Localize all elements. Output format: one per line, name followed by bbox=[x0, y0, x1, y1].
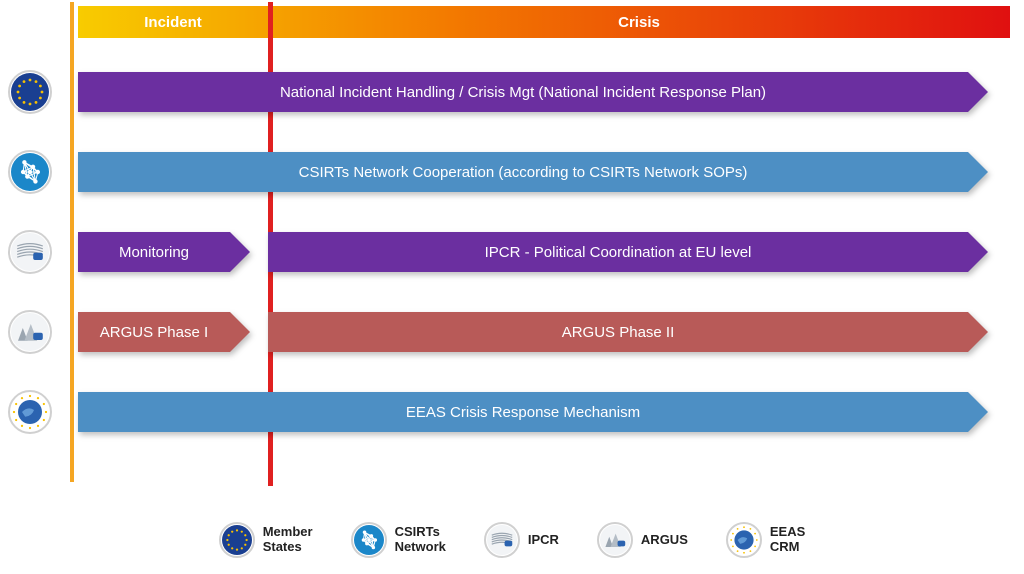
arrow-label: IPCR - Political Coordination at EU leve… bbox=[268, 232, 968, 272]
header-gradient-bar: Incident Crisis bbox=[78, 6, 1010, 38]
arrow-head-icon bbox=[230, 232, 250, 272]
argus-icon bbox=[597, 522, 633, 558]
arrow-label: ARGUS Phase II bbox=[268, 312, 968, 352]
arrow-2-1: IPCR - Political Coordination at EU leve… bbox=[268, 232, 988, 272]
arrow-1-0: CSIRTs Network Cooperation (according to… bbox=[78, 152, 988, 192]
argus-icon bbox=[8, 310, 52, 354]
rows-container: National Incident Handling / Crisis Mgt … bbox=[8, 70, 1010, 434]
ipcr-icon bbox=[484, 522, 520, 558]
arrow-head-icon bbox=[968, 392, 988, 432]
arrow-0-0: National Incident Handling / Crisis Mgt … bbox=[78, 72, 988, 112]
eu-flag-icon bbox=[8, 70, 52, 114]
legend: MemberStates CSIRTsNetwork IPCR ARGUS EEAS… bbox=[0, 522, 1024, 558]
csirts-icon bbox=[351, 522, 387, 558]
crisis-diagram: Incident Crisis National Incident Handli… bbox=[0, 0, 1024, 574]
row-argus: ARGUS Phase I ARGUS Phase II bbox=[8, 310, 1010, 354]
arrow-3-1: ARGUS Phase II bbox=[268, 312, 988, 352]
arrow-4-0: EEAS Crisis Response Mechanism bbox=[78, 392, 988, 432]
arrow-label: EEAS Crisis Response Mechanism bbox=[78, 392, 968, 432]
eeas-icon bbox=[726, 522, 762, 558]
legend-item-eeas: EEASCRM bbox=[726, 522, 805, 558]
legend-label: CSIRTsNetwork bbox=[395, 525, 446, 555]
row-ipcr: Monitoring IPCR - Political Coordination … bbox=[8, 230, 1010, 274]
legend-item-csirts: CSIRTsNetwork bbox=[351, 522, 446, 558]
legend-item-ipcr: IPCR bbox=[484, 522, 559, 558]
header-incident: Incident bbox=[78, 6, 268, 38]
legend-label: ARGUS bbox=[641, 533, 688, 548]
arrow-head-icon bbox=[230, 312, 250, 352]
row-eu-flag: National Incident Handling / Crisis Mgt … bbox=[8, 70, 1010, 114]
legend-label: MemberStates bbox=[263, 525, 313, 555]
row-csirts: CSIRTs Network Cooperation (according to… bbox=[8, 150, 1010, 194]
arrow-label: CSIRTs Network Cooperation (according to… bbox=[78, 152, 968, 192]
arrow-head-icon bbox=[968, 72, 988, 112]
row-eeas: EEAS Crisis Response Mechanism bbox=[8, 390, 1010, 434]
arrow-label: National Incident Handling / Crisis Mgt … bbox=[78, 72, 968, 112]
legend-label: IPCR bbox=[528, 533, 559, 548]
ipcr-icon bbox=[8, 230, 52, 274]
arrow-label: ARGUS Phase I bbox=[78, 312, 230, 352]
arrow-head-icon bbox=[968, 232, 988, 272]
eu-flag-icon bbox=[219, 522, 255, 558]
eeas-icon bbox=[8, 390, 52, 434]
header-crisis: Crisis bbox=[268, 6, 1010, 38]
arrow-2-0: Monitoring bbox=[78, 232, 250, 272]
arrow-head-icon bbox=[968, 312, 988, 352]
csirts-icon bbox=[8, 150, 52, 194]
legend-label: EEASCRM bbox=[770, 525, 805, 555]
arrow-label: Monitoring bbox=[78, 232, 230, 272]
arrow-3-0: ARGUS Phase I bbox=[78, 312, 250, 352]
legend-item-argus: ARGUS bbox=[597, 522, 688, 558]
legend-item-eu-flag: MemberStates bbox=[219, 522, 313, 558]
arrow-head-icon bbox=[968, 152, 988, 192]
